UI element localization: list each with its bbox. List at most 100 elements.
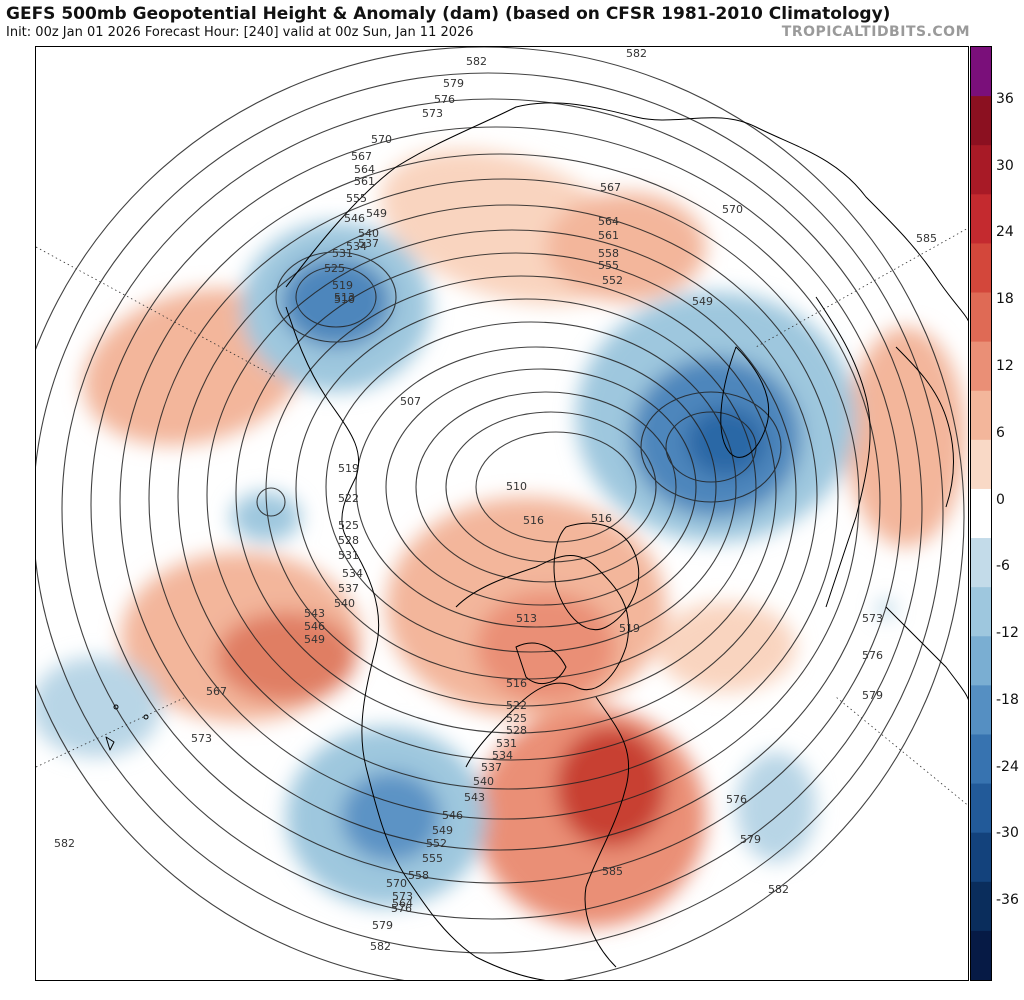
contour-label: 546 xyxy=(304,620,325,633)
contour-label: 576 xyxy=(726,793,747,806)
contour-label: 579 xyxy=(443,77,464,90)
anomaly-positive xyxy=(546,192,706,302)
colorbar-tick-label: -18 xyxy=(996,691,1019,708)
contour-label: 510 xyxy=(334,293,355,306)
colorbar-tick-label: 24 xyxy=(996,224,1014,241)
contour-label: 558 xyxy=(598,247,619,260)
contour-label: 546 xyxy=(344,212,365,225)
colorbar-swatch xyxy=(971,685,991,735)
contour-label: 537 xyxy=(338,582,359,595)
coastline xyxy=(365,766,546,980)
chart-subtitle: Init: 00z Jan 01 2026 Forecast Hour: [24… xyxy=(6,25,474,40)
contour-label: 582 xyxy=(466,55,487,68)
anomaly-negative xyxy=(281,257,391,347)
colorbar-swatch xyxy=(971,881,991,932)
contour-label: 555 xyxy=(422,852,443,865)
anomaly-positive xyxy=(556,727,666,847)
height-contour xyxy=(61,98,923,920)
contour-label: 579 xyxy=(372,919,393,932)
map-panel: 582 579 576 573 570 567 564 561 555 549 546 540 537 5… xyxy=(35,46,969,981)
height-contour xyxy=(256,487,286,517)
anomaly-positive xyxy=(216,612,356,702)
contour-label: 546 xyxy=(442,809,463,822)
contour-label-layer: 5825795765735705675645615555495465405375… xyxy=(54,47,937,953)
contour-label: 552 xyxy=(426,837,447,850)
contour-label: 579 xyxy=(862,689,883,702)
anomaly-negative xyxy=(36,657,161,757)
colorbar-tick-label: -30 xyxy=(996,825,1019,842)
colorbar-tick-label: -6 xyxy=(996,558,1010,575)
anomaly-positive xyxy=(846,327,966,547)
contour-label: 573 xyxy=(392,890,413,903)
colorbar xyxy=(970,46,992,981)
contour-label: 510 xyxy=(506,480,527,493)
coastline xyxy=(720,346,770,458)
colorbar-tick-label: 18 xyxy=(996,291,1014,308)
graticule-line xyxy=(36,696,187,768)
contour-label: 513 xyxy=(334,291,355,304)
height-contour xyxy=(385,368,697,606)
coastline xyxy=(553,522,640,631)
colorbar-swatch xyxy=(971,832,991,883)
contour-label: 531 xyxy=(332,247,353,260)
contour-label: 534 xyxy=(342,567,363,580)
anomaly-negative xyxy=(341,772,441,862)
height-contour xyxy=(415,391,677,583)
contour-label: 579 xyxy=(740,833,761,846)
contour-label: 525 xyxy=(506,712,527,725)
graticule-line xyxy=(36,246,277,378)
coastline xyxy=(105,736,115,751)
coastline xyxy=(885,606,968,700)
height-contour xyxy=(36,72,944,954)
colorbar-swatch xyxy=(971,96,991,146)
contour-label: 570 xyxy=(722,203,743,216)
contour-label: 564 xyxy=(354,163,375,176)
coastline xyxy=(113,704,119,710)
colorbar-swatch xyxy=(971,636,991,686)
height-contour xyxy=(148,178,860,820)
height-contour xyxy=(640,391,782,503)
anomaly-layer xyxy=(36,149,966,927)
contour-label: 528 xyxy=(338,534,359,547)
contour-label: 534 xyxy=(346,240,367,253)
contour-label: 552 xyxy=(602,274,623,287)
contour-label: 519 xyxy=(332,279,353,292)
contour-label: 567 xyxy=(600,181,621,194)
contour-label: 525 xyxy=(338,519,359,532)
coastline xyxy=(285,306,380,768)
map-svg: 5825795765735705675645615555495465405375… xyxy=(36,47,968,980)
contour-label: 561 xyxy=(354,175,375,188)
colorbar-swatch xyxy=(971,194,991,244)
contour-label: 567 xyxy=(206,685,227,698)
colorbar-swatch xyxy=(971,292,991,343)
height-contour xyxy=(36,47,965,980)
contour-label: 522 xyxy=(338,492,359,505)
contour-label: 522 xyxy=(506,699,527,712)
contour-label: 573 xyxy=(422,107,443,120)
contour-label: 549 xyxy=(432,824,453,837)
colorbar-swatch xyxy=(971,587,991,637)
height-contour xyxy=(295,266,377,328)
coastline xyxy=(143,714,149,720)
contour-label: 576 xyxy=(862,649,883,662)
contour-label: 537 xyxy=(481,761,502,774)
colorbar-tick-label: 12 xyxy=(996,357,1014,374)
site-brand: TROPICALTIDBITS.COM xyxy=(781,24,970,40)
colorbar-swatch xyxy=(971,390,991,441)
colorbar-swatch xyxy=(971,341,991,392)
colorbar-tick-label: 0 xyxy=(996,491,1005,508)
height-contour xyxy=(90,126,902,884)
colorbar-swatch xyxy=(971,439,991,490)
contour-label: 540 xyxy=(334,597,355,610)
coastline xyxy=(455,554,630,768)
height-contour xyxy=(475,431,637,543)
contour-label: 582 xyxy=(54,837,75,850)
contour-label: 519 xyxy=(619,622,640,635)
colorbar-swatch xyxy=(971,930,991,981)
contour-label: 567 xyxy=(351,150,372,163)
height-contour xyxy=(119,153,881,851)
colorbar-tick-label: -36 xyxy=(996,892,1019,909)
colorbar-tick-label: -12 xyxy=(996,625,1019,642)
contour-label: 561 xyxy=(598,229,619,242)
colorbar-swatch xyxy=(971,783,991,834)
